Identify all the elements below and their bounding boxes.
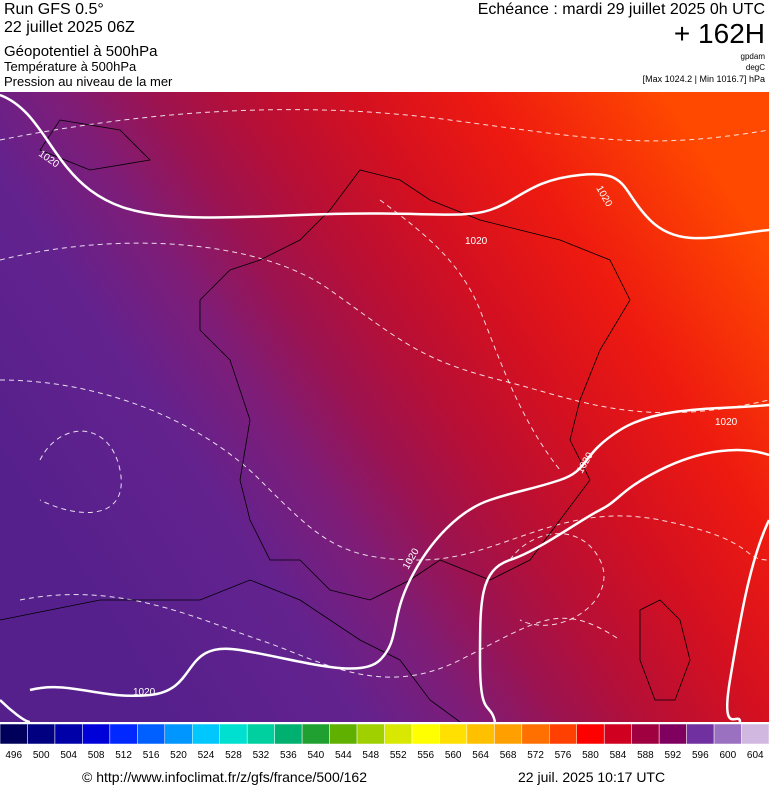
scale-swatch	[713, 723, 742, 745]
isobar	[725, 519, 769, 722]
scale-label: 568	[500, 750, 517, 761]
scale-label: 520	[170, 750, 187, 761]
scale-label: 536	[280, 750, 297, 761]
scale-swatch	[301, 723, 330, 745]
scale-label: 500	[33, 750, 50, 761]
isotherm	[379, 199, 561, 471]
scale-label: 544	[335, 750, 352, 761]
scale-label: 580	[582, 750, 599, 761]
unit-label: degC	[746, 63, 765, 72]
scale-swatch	[549, 723, 577, 745]
scale-swatch	[439, 723, 468, 745]
isobar-label: 1020	[715, 417, 738, 428]
isobar-label: 1020	[133, 687, 156, 698]
run-date: 22 juillet 2025 06Z	[4, 19, 135, 36]
scale-label: 528	[225, 750, 242, 761]
isobar	[29, 403, 769, 698]
scale-label: 584	[610, 750, 627, 761]
field-label: Géopotentiel à 500hPa	[4, 43, 158, 60]
scale-swatch	[109, 723, 138, 745]
scale-label: 516	[143, 750, 160, 761]
scale-swatch	[356, 723, 385, 745]
isotherm	[0, 379, 769, 561]
scale-swatch	[741, 723, 769, 745]
run-title: Run GFS 0.5°	[4, 1, 104, 18]
isotherm	[39, 430, 122, 513]
scale-label: 560	[445, 750, 462, 761]
scale-label: 604	[747, 750, 764, 761]
scale-label: 564	[472, 750, 489, 761]
forecast-time: Echéance : mardi 29 juillet 2025 0h UTC	[478, 1, 765, 18]
isotherm	[509, 533, 605, 626]
map-field	[0, 92, 769, 722]
scale-label: 504	[60, 750, 77, 761]
isobar	[0, 699, 31, 722]
scale-swatch	[521, 723, 550, 745]
color-scale: 496 500 504 508 512 516 520 524 528 532 536 540 544 5…	[0, 723, 769, 761]
footer-url: © http://www.infoclimat.fr/z/gfs/france/…	[82, 769, 367, 785]
spain-coast	[0, 579, 461, 722]
scale-swatch	[603, 723, 632, 745]
scale-label: 556	[417, 750, 434, 761]
scale-label: 592	[665, 750, 682, 761]
scale-label: 600	[719, 750, 736, 761]
max-min-label: [Max 1024.2 | Min 1016.7] hPa	[643, 74, 765, 84]
scale-swatch	[411, 723, 440, 745]
scale-label: 508	[88, 750, 105, 761]
scale-label: 512	[115, 750, 132, 761]
scale-label: 548	[362, 750, 379, 761]
unit-label: gpdam	[741, 52, 766, 61]
france-outline	[199, 169, 631, 601]
isobar	[0, 93, 769, 240]
isobar-label: 1020	[465, 236, 488, 247]
scale-swatch	[219, 723, 248, 745]
scale-label: 572	[527, 750, 544, 761]
map: 1020 1020 1020 1020 1020 1020 1020	[0, 92, 769, 722]
scale-swatch	[329, 723, 358, 745]
scale-swatch	[164, 723, 193, 745]
corsica-outline	[639, 599, 691, 701]
scale-swatch	[192, 723, 220, 745]
scale-swatch	[274, 723, 303, 745]
scale-swatch	[27, 723, 56, 745]
scale-swatch	[494, 723, 523, 745]
scale-label: 496	[5, 750, 22, 761]
isotherm	[0, 242, 769, 414]
scale-label: 524	[198, 750, 215, 761]
england-coast	[39, 119, 151, 171]
scale-label: 596	[692, 750, 709, 761]
scale-swatch	[246, 723, 275, 745]
field-label: Température à 500hPa	[4, 59, 137, 74]
scale-swatch	[686, 723, 715, 745]
isobar	[478, 448, 769, 722]
isotherm	[19, 594, 621, 678]
scale-label: 540	[307, 750, 324, 761]
scale-swatch	[466, 723, 495, 745]
field-label: Pression au niveau de la mer	[4, 74, 173, 89]
scale-swatch	[0, 723, 28, 745]
scale-swatch	[54, 723, 83, 745]
scale-swatch	[82, 723, 111, 745]
scale-swatch	[631, 723, 660, 745]
lead-time: + 162H	[674, 18, 765, 49]
scale-swatch	[137, 723, 166, 745]
scale-swatch	[658, 723, 687, 745]
scale-swatch	[576, 723, 605, 745]
footer-time: 22 juil. 2025 10:17 UTC	[518, 769, 665, 785]
scale-swatch	[384, 723, 413, 745]
scale-label: 532	[253, 750, 270, 761]
scale-label: 552	[390, 750, 407, 761]
scale-label: 588	[637, 750, 654, 761]
scale-label: 576	[555, 750, 572, 761]
